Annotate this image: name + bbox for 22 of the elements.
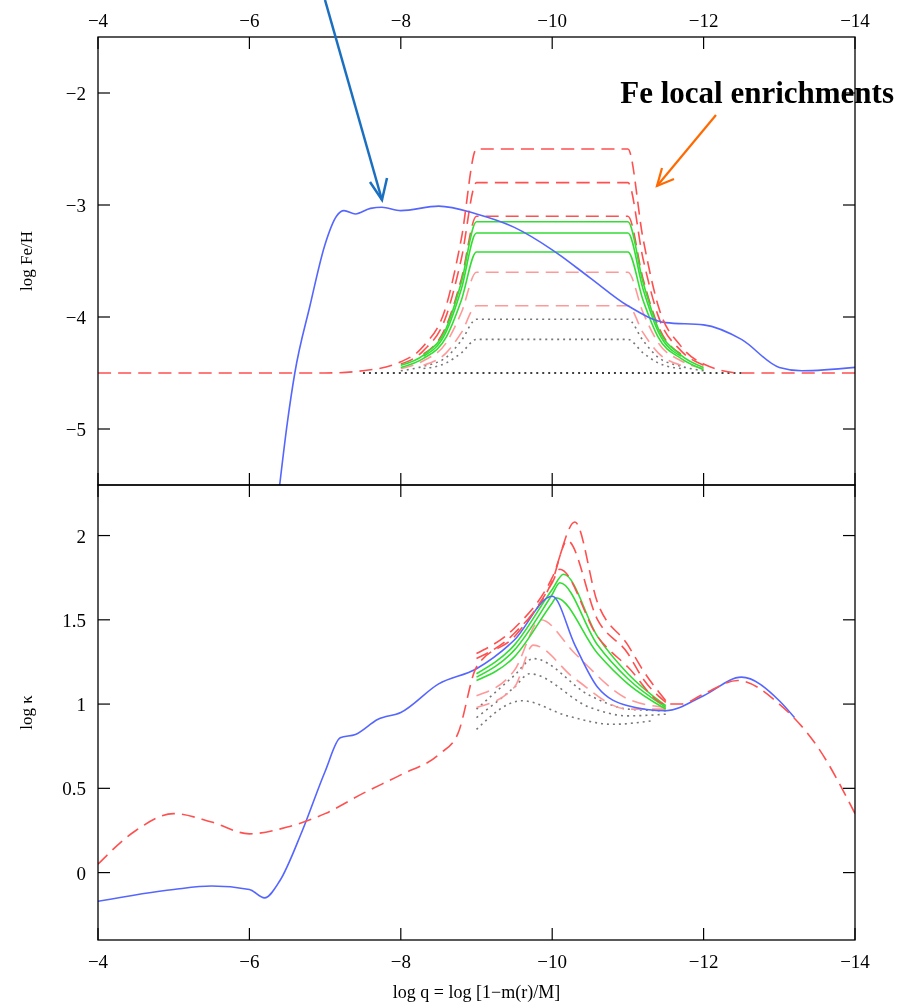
y-tick-label: −2 bbox=[65, 83, 86, 104]
x-tick-label: −10 bbox=[537, 951, 568, 972]
x-tick-label: −8 bbox=[390, 10, 411, 31]
y-tick-label: 1 bbox=[76, 694, 86, 716]
y-axis-title: log Fe/H bbox=[17, 231, 36, 291]
y-tick-label: 1.5 bbox=[62, 609, 86, 631]
x-tick-label: −12 bbox=[688, 951, 719, 972]
y-tick-label: 0.5 bbox=[62, 778, 86, 800]
x-tick-label: −10 bbox=[537, 10, 568, 31]
x-tick-label: −14 bbox=[840, 10, 871, 31]
y-tick-label: 2 bbox=[76, 525, 86, 547]
x-tick-label: −8 bbox=[390, 951, 411, 972]
y-axis-title: log κ bbox=[17, 694, 36, 730]
x-tick-label: −14 bbox=[840, 951, 871, 972]
y-tick-label: 0 bbox=[76, 862, 86, 884]
y-tick-label: −5 bbox=[65, 419, 86, 440]
x-axis-title: log q = log [1−m(r)/M] bbox=[392, 982, 561, 1003]
y-tick-label: −3 bbox=[65, 195, 86, 216]
x-tick-label: −12 bbox=[688, 10, 719, 31]
x-tick-label: −6 bbox=[239, 951, 260, 972]
x-tick-label: −6 bbox=[239, 10, 260, 31]
y-tick-label: −4 bbox=[65, 307, 87, 328]
